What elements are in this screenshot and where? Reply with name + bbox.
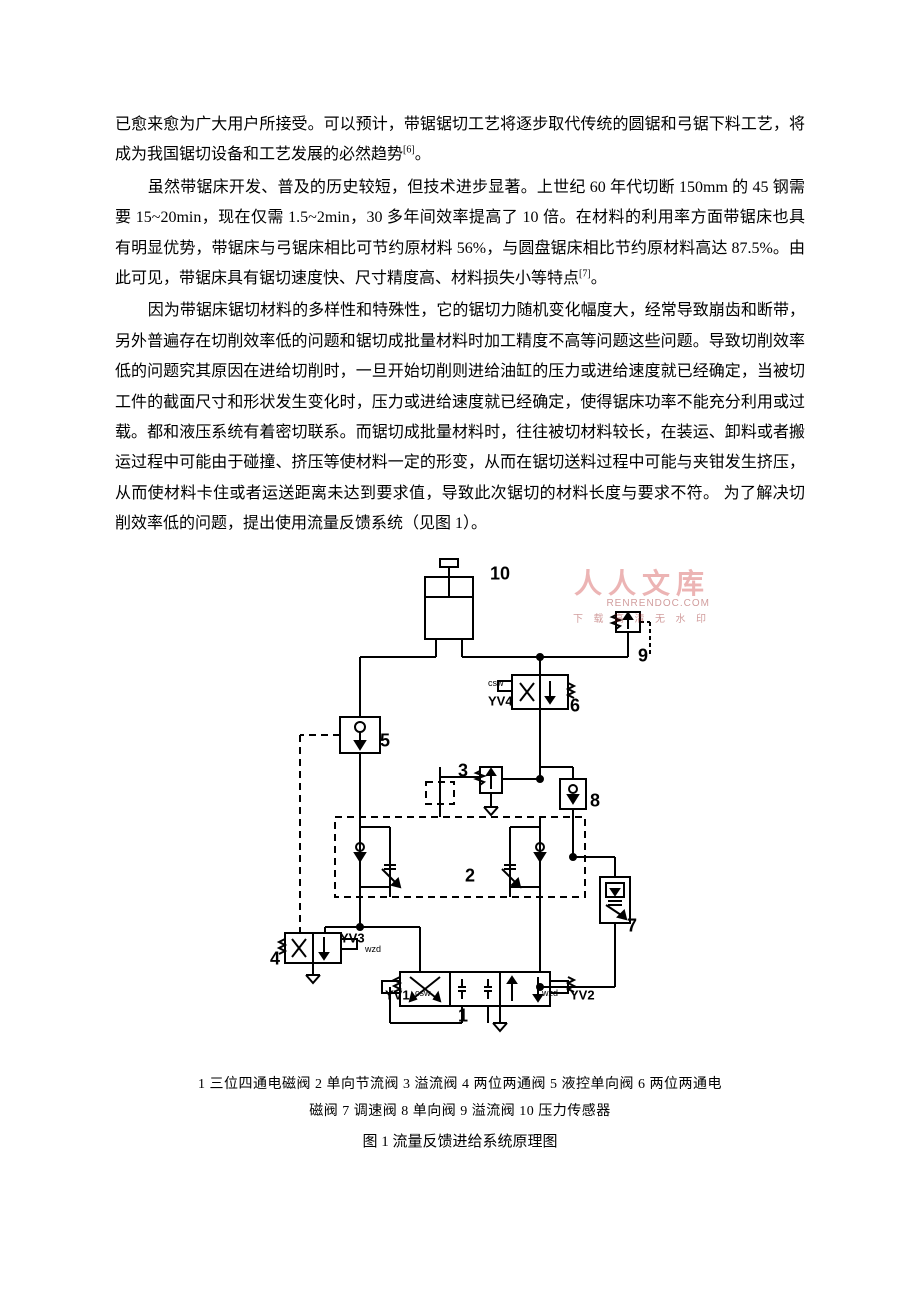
citation-ref: [7] [579, 269, 591, 280]
schematic-label: 7 [627, 916, 637, 936]
legend-line: 1 三位四通电磁阀 2 单向节流阀 3 溢流阀 4 两位两通阀 5 液控单向阀 … [115, 1072, 805, 1099]
schematic-svg: 10 9 6 5 3 8 2 4 7 1 YV1 YV2 YV3 YV4 csw csw wzd wzd [240, 557, 680, 1047]
citation-ref: [6] [403, 145, 415, 156]
legend-line: 磁阀 7 调速阀 8 单向阀 9 溢流阀 10 压力传感器 [115, 1099, 805, 1126]
schematic-label: YV1 [385, 988, 410, 1003]
figure-container: 人人文库 RENRENDOC.COM 下 载 高 清 无 水 印 [115, 557, 805, 1150]
schematic-label: 3 [458, 761, 468, 781]
figure-caption: 图 1 流量反馈进给系统原理图 [115, 1130, 805, 1151]
schematic-label: 6 [570, 696, 580, 716]
schematic-label: 1 [458, 1006, 468, 1026]
schematic-label: 4 [270, 949, 280, 969]
para-text: 已愈来愈为广大用户所接受。可以预计，带锯锯切工艺将逐步取代传统的圆锯和弓锯下料工… [115, 116, 805, 163]
schematic-label: YV2 [570, 988, 595, 1003]
figure-legend: 1 三位四通电磁阀 2 单向节流阀 3 溢流阀 4 两位两通阀 5 液控单向阀 … [115, 1072, 805, 1125]
paragraph-continuation: 已愈来愈为广大用户所接受。可以预计，带锯锯切工艺将逐步取代传统的圆锯和弓锯下料工… [115, 110, 805, 171]
schematic-label: 2 [465, 866, 475, 886]
para-tail: 。 [415, 146, 431, 163]
para-tail: 。 [591, 270, 607, 287]
para-text: 因为带锯床锯切材料的多样性和特殊性，它的锯切力随机变化幅度大，经常导致崩齿和断带… [115, 302, 805, 532]
schematic-label: YV4 [488, 694, 513, 709]
schematic-label: 8 [590, 791, 600, 811]
para-text: 虽然带锯床开发、普及的历史较短，但技术进步显著。上世纪 60 年代切断 150m… [115, 179, 805, 287]
schematic-label: YV3 [340, 931, 365, 946]
schematic-label: 5 [380, 731, 390, 751]
schematic-label: wzd [364, 945, 381, 955]
paragraph: 虽然带锯床开发、普及的历史较短，但技术进步显著。上世纪 60 年代切断 150m… [115, 173, 805, 295]
schematic-label: wzd [541, 989, 558, 999]
schematic-label: csw [488, 679, 504, 689]
paragraph: 因为带锯床锯切材料的多样性和特殊性，它的锯切力随机变化幅度大，经常导致崩齿和断带… [115, 296, 805, 539]
schematic-label: csw [415, 989, 431, 999]
hydraulic-schematic: 人人文库 RENRENDOC.COM 下 载 高 清 无 水 印 [240, 557, 680, 1047]
schematic-label: 9 [638, 646, 648, 666]
schematic-label: 10 [490, 564, 510, 584]
